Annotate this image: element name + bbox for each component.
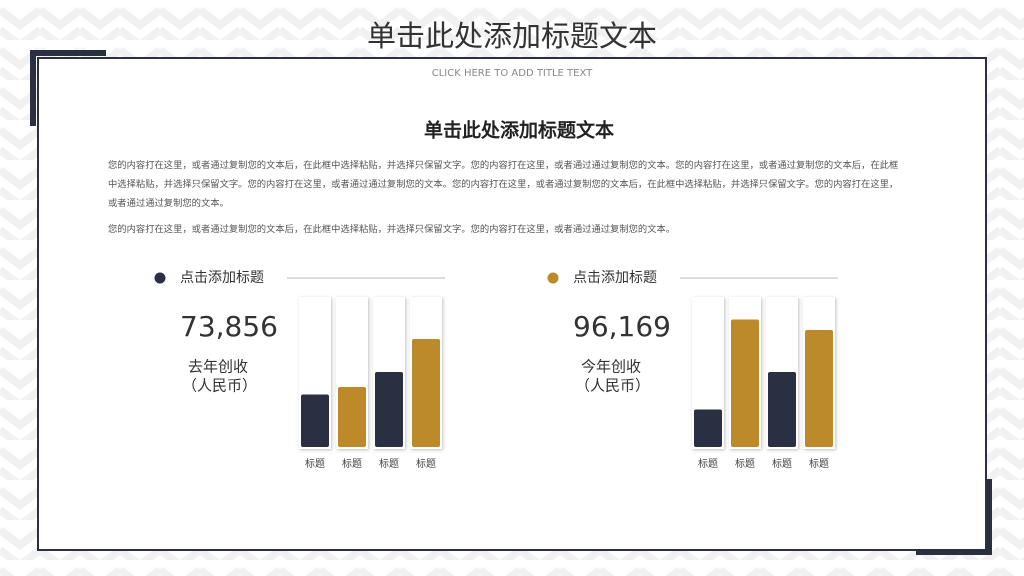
x-tick-label: 标题 xyxy=(735,458,755,470)
x-tick-label: 标题 xyxy=(809,458,829,470)
slide-subtitle: CLICK HERE TO ADD TITLE TEXT xyxy=(432,68,593,79)
corner-deco xyxy=(30,50,36,126)
caption: 去年创收 xyxy=(188,358,248,376)
caption: （人民币） xyxy=(182,377,257,395)
corner-deco xyxy=(916,549,992,555)
chart-title: 点击添加标题 xyxy=(180,270,264,286)
x-tick-label: 标题 xyxy=(305,458,325,470)
paragraph: 您的内容打在这里，或者通过复制您的文本后，在此框中选择粘贴，并选择只保留文字。您… xyxy=(108,224,676,235)
x-tick-label: 标题 xyxy=(698,458,718,470)
bar xyxy=(731,319,759,447)
x-tick-label: 标题 xyxy=(379,458,399,470)
x-tick-label: 标题 xyxy=(342,458,362,470)
legend-marker xyxy=(547,272,559,284)
bar xyxy=(412,339,440,447)
chart-title: 点击添加标题 xyxy=(573,270,657,286)
bar xyxy=(694,409,722,447)
figure: 73,856 xyxy=(180,310,278,343)
x-tick-label: 标题 xyxy=(772,458,792,470)
bar xyxy=(768,372,796,447)
content-heading: 单击此处添加标题文本 xyxy=(424,119,614,142)
bar xyxy=(301,394,329,447)
legend-marker xyxy=(154,272,166,284)
caption: 今年创收 xyxy=(581,358,641,376)
corner-deco xyxy=(986,479,992,555)
bar xyxy=(338,387,366,447)
x-tick-label: 标题 xyxy=(416,458,436,470)
bar xyxy=(375,372,403,447)
caption: （人民币） xyxy=(575,377,650,395)
slide-title: 单击此处添加标题文本 xyxy=(367,19,657,53)
paragraph: 您的内容打在这里，或者通过复制您的文本后，在此框中选择粘贴，并选择只保留文字。您… xyxy=(108,160,899,209)
corner-deco xyxy=(30,50,106,56)
figure: 96,169 xyxy=(573,310,671,343)
bar xyxy=(805,330,833,447)
